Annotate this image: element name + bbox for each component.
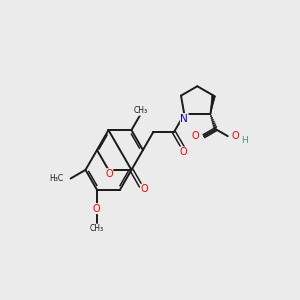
Text: H: H <box>241 136 248 145</box>
Text: H₃C: H₃C <box>49 174 63 183</box>
Text: O: O <box>141 184 148 194</box>
Text: N: N <box>180 114 188 124</box>
Text: O: O <box>180 147 187 157</box>
Text: CH₃: CH₃ <box>134 106 148 115</box>
Text: CH₃: CH₃ <box>90 224 104 233</box>
Text: O: O <box>93 204 100 214</box>
Text: O: O <box>232 130 239 140</box>
Text: O: O <box>105 169 113 179</box>
Polygon shape <box>210 95 215 114</box>
Text: O: O <box>191 130 199 140</box>
